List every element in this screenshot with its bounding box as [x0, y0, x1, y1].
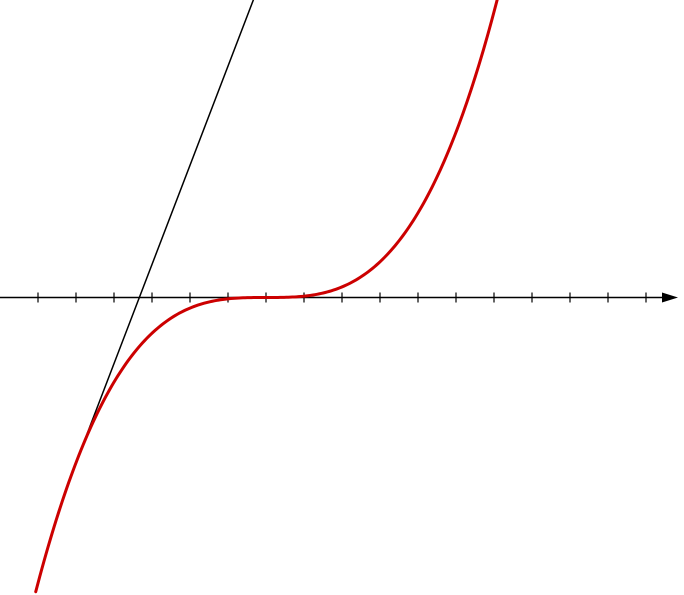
function-plot: [0, 0, 684, 595]
x-axis-arrow: [662, 293, 678, 303]
cubic-curve: [36, 0, 652, 592]
tangent-line: [76, 0, 376, 463]
